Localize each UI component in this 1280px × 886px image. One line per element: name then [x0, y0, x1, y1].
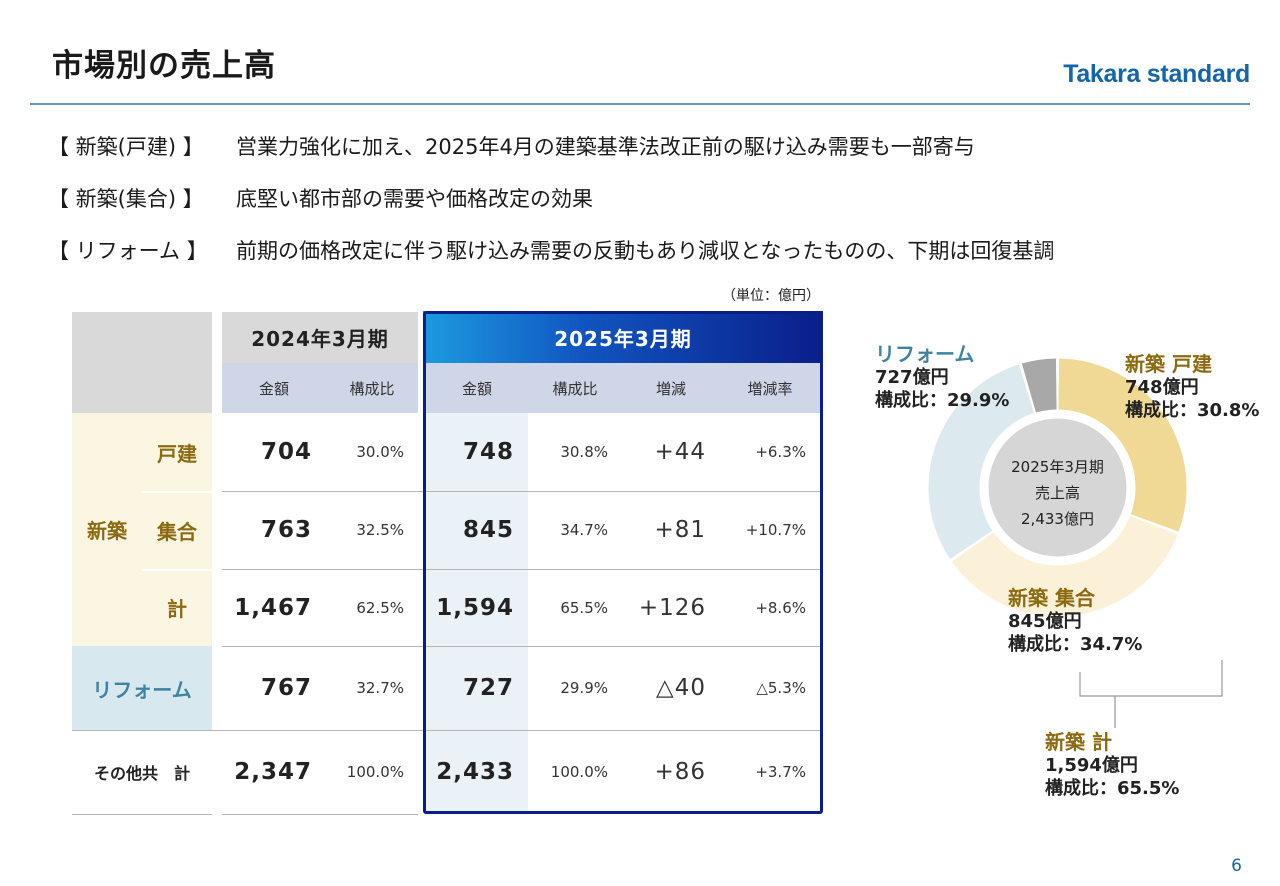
rate-header: 増減率 — [720, 363, 820, 413]
cur-ratio: 29.9% — [560, 679, 608, 697]
cur-amount-header: 金額 — [426, 363, 528, 413]
cur-amount: 1,594 — [436, 594, 514, 621]
prev-amount: 704 — [260, 439, 312, 465]
row-label-kodate: 戸建 — [142, 413, 212, 491]
cur-ratio: 30.8% — [560, 443, 608, 461]
prev-amount: 1,467 — [234, 594, 312, 621]
bullet-kodate: 【 新築(戸建) 】 営業力強化に加え、2025年4月の建築基準法改正前の駆け込… — [48, 120, 1054, 172]
label-reform-ratio: 構成比：29.9% — [875, 390, 1010, 411]
donut-center-period: 2025年3月期 — [1011, 458, 1104, 476]
summary-bullets: 【 新築(戸建) 】 営業力強化に加え、2025年4月の建築基準法改正前の駆け込… — [48, 120, 1054, 276]
row-label-kei: 計 — [142, 569, 212, 646]
cur-amount: 748 — [462, 439, 514, 465]
prev-amount: 2,347 — [234, 759, 312, 785]
label-kodate-amount: 748億円 — [1125, 377, 1199, 398]
connector-bracket — [1079, 660, 1223, 697]
diff-value: +81 — [654, 517, 706, 543]
prev-ratio: 62.5% — [356, 598, 404, 617]
rate-value: +3.7% — [755, 763, 806, 781]
rate-value: △5.3% — [756, 679, 806, 697]
bullet-text: 営業力強化に加え、2025年4月の建築基準法改正前の駆け込み需要も一部寄与 — [236, 135, 975, 159]
label-total-amount: 1,594億円 — [1045, 755, 1138, 776]
row-label-shugo: 集合 — [142, 491, 212, 569]
prev-ratio-header: 構成比 — [326, 363, 418, 413]
diff-value: +86 — [654, 759, 706, 785]
bullet-label: 【 新築(集合) 】 — [48, 187, 204, 211]
label-reform-name: リフォーム — [875, 342, 975, 366]
donut-center-label: 売上高 — [1035, 484, 1080, 502]
prev-ratio: 100.0% — [346, 763, 404, 781]
diff-header: 増減 — [622, 363, 720, 413]
donut-slice-1 — [951, 515, 1178, 617]
row-divider — [222, 646, 820, 647]
donut-center-total: 2,433億円 — [1021, 510, 1094, 528]
cur-amount: 727 — [462, 675, 514, 701]
label-total: 新築 計 1,594億円 構成比：65.5% — [1045, 731, 1179, 800]
company-logo: Takara standard — [1063, 60, 1250, 88]
cur-ratio: 100.0% — [550, 763, 608, 781]
row-divider — [222, 491, 820, 492]
prev-ratio: 30.0% — [356, 443, 404, 461]
donut-slice-2 — [928, 364, 1035, 559]
donut-slice-3 — [1021, 358, 1057, 413]
label-shugo-ratio: 構成比：34.7% — [1008, 634, 1143, 655]
donut-center — [988, 418, 1127, 557]
cur-year-header: 2025年3月期 — [423, 311, 823, 363]
cur-ratio: 65.5% — [560, 598, 608, 617]
row-label-reform: リフォーム — [72, 646, 212, 730]
row-divider — [72, 814, 212, 815]
label-kodate-name: 新築 戸建 — [1125, 352, 1212, 376]
sales-donut-chart: 2025年3月期 売上高 2,433億円 — [928, 358, 1187, 617]
diff-value: +126 — [638, 594, 706, 621]
bullet-label: 【 新築(戸建) 】 — [48, 135, 204, 159]
table-corner — [72, 312, 212, 413]
row-label-total: その他共 計 — [93, 764, 190, 783]
label-divider — [142, 491, 212, 493]
prev-amount: 763 — [260, 517, 312, 543]
label-reform-amount: 727億円 — [875, 367, 949, 388]
cur-ratio: 34.7% — [560, 521, 608, 539]
label-kodate: 新築 戸建 748億円 構成比：30.8% — [1125, 353, 1259, 422]
prev-year-header: 2024年3月期 — [222, 312, 418, 363]
bullet-reform: 【 リフォーム 】 前期の価格改定に伴う駆け込み需要の反動もあり減収となったもの… — [48, 224, 1054, 276]
bullet-shugo: 【 新築(集合) 】 底堅い都市部の需要や価格改定の効果 — [48, 172, 1054, 224]
unit-note: （単位：億円） — [722, 288, 820, 304]
row-divider — [222, 814, 418, 815]
cur-amount: 845 — [462, 517, 514, 543]
row-divider — [72, 730, 820, 731]
donut-slice-0 — [1058, 358, 1187, 532]
bullet-text: 前期の価格改定に伴う駆け込み需要の反動もあり減収となったものの、下期は回復基調 — [236, 239, 1055, 263]
label-shugo: 新築 集合 845億円 構成比：34.7% — [1008, 587, 1142, 656]
title-divider — [30, 103, 1250, 105]
rate-value: +6.3% — [755, 443, 806, 461]
label-shugo-name: 新築 集合 — [1008, 586, 1095, 610]
diff-value: +44 — [654, 439, 706, 465]
label-total-ratio: 構成比：65.5% — [1045, 778, 1180, 799]
prev-ratio: 32.7% — [356, 679, 404, 697]
label-shugo-amount: 845億円 — [1008, 611, 1082, 632]
page-number: 6 — [1231, 856, 1242, 876]
prev-amount: 767 — [260, 675, 312, 701]
label-total-name: 新築 計 — [1045, 730, 1112, 754]
row-divider — [222, 569, 820, 570]
prev-amount-header: 金額 — [222, 363, 326, 413]
label-kodate-ratio: 構成比：30.8% — [1125, 400, 1260, 421]
rate-value: +8.6% — [755, 598, 806, 617]
label-reform: リフォーム 727億円 構成比：29.9% — [875, 343, 1009, 412]
diff-value: △40 — [656, 675, 706, 701]
total-connector — [1079, 660, 1223, 728]
bullet-text: 底堅い都市部の需要や価格改定の効果 — [236, 187, 593, 211]
cur-amount-column — [426, 413, 528, 811]
group-new-label: 新築 — [72, 413, 142, 646]
page-title: 市場別の売上高 — [52, 48, 276, 84]
label-divider — [142, 569, 212, 571]
prev-ratio: 32.5% — [356, 521, 404, 539]
cur-amount: 2,433 — [436, 759, 514, 785]
bullet-label: 【 リフォーム 】 — [48, 239, 208, 263]
rate-value: +10.7% — [745, 521, 806, 539]
cur-ratio-header: 構成比 — [528, 363, 622, 413]
